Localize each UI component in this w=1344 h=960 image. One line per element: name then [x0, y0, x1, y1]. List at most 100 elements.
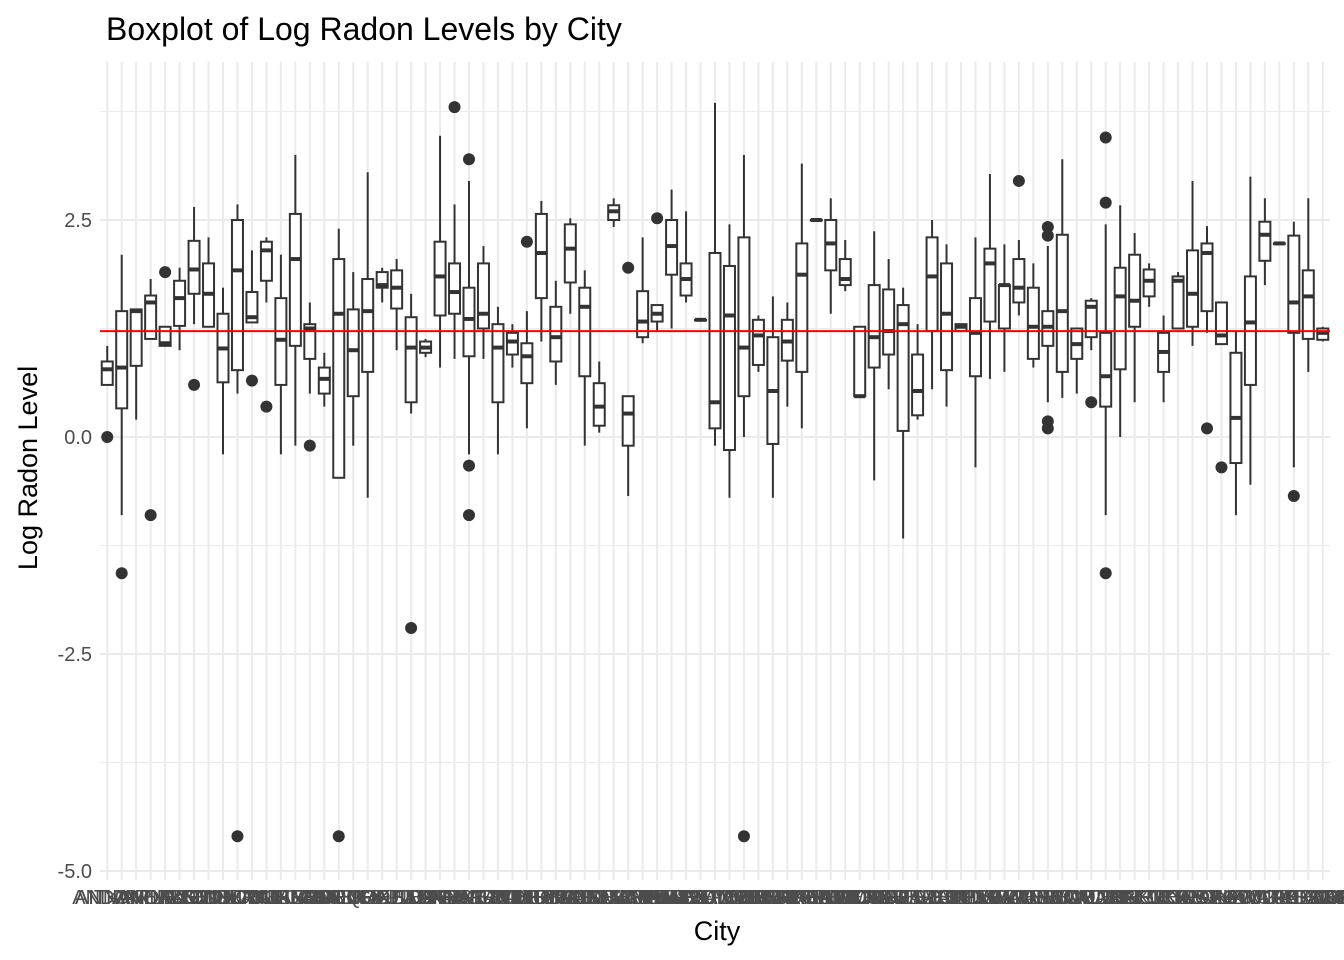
box-iqr	[1128, 253, 1142, 328]
box-iqr	[404, 316, 418, 404]
x-tick-label: HOWARDLAKE	[1209, 887, 1344, 909]
x-tick-label: ARLINGTON	[121, 887, 237, 909]
box-PARKRAPIDS	[809, 218, 823, 222]
x-tick-label: LAKECITY	[1274, 887, 1344, 909]
box-HASTINGS	[534, 200, 548, 342]
x-tick-label: STILLWATER	[929, 887, 1051, 909]
box-HUTCHINSON	[578, 270, 592, 446]
box-iqr	[448, 262, 462, 315]
x-tick-label: WOODBURY	[1046, 887, 1166, 909]
x-tick-label: CROOKSTON	[318, 887, 447, 909]
box-STILLWATER	[983, 173, 997, 379]
outlier-point	[651, 212, 664, 225]
outlier-point	[463, 509, 475, 522]
box-COONRAPIDS	[361, 172, 375, 498]
box-MORRIS	[751, 315, 765, 372]
x-tick-label: WORTHINGTON	[1044, 887, 1197, 909]
x-tick-label: WHITEBEARLAKE	[977, 887, 1147, 909]
x-tick-label: OWATONNA	[744, 887, 860, 909]
outlier-point	[1099, 196, 1112, 209]
box-iqr	[940, 262, 954, 372]
outlier-point	[737, 830, 750, 843]
box-DULUTH	[404, 293, 418, 634]
box-iqr	[144, 294, 158, 340]
chart-title: Boxplot of Log Radon Levels by City	[106, 11, 622, 47]
outlier-point	[231, 830, 244, 843]
x-tick-label: CLOQUET	[305, 887, 402, 909]
x-tick-label: BENSON	[181, 887, 265, 909]
x-tick-label: BAXTER	[1109, 887, 1189, 909]
box-WINONA	[1084, 298, 1098, 409]
box-iqr	[708, 251, 722, 430]
outlier-point	[405, 621, 418, 634]
box-iqr	[520, 342, 534, 385]
box-iqr	[1258, 220, 1272, 262]
box-WHITEBEARLAKE	[1055, 159, 1069, 398]
box-iqr	[925, 236, 939, 333]
box-iqr	[636, 290, 650, 339]
box-iqr	[838, 258, 852, 287]
box-FAIRMONT	[462, 153, 476, 522]
outlier-point	[1085, 396, 1098, 409]
outlier-point	[1215, 461, 1228, 474]
outlier-point	[115, 567, 128, 580]
x-tick-label: CHISAGO	[1161, 887, 1253, 909]
x-tick-label: BRAINERD	[229, 887, 332, 909]
outlier-point	[1012, 174, 1025, 187]
box-HOWARDLAKE	[1272, 241, 1286, 246]
box-iqr	[1214, 301, 1228, 346]
box-MAPLEGROVE	[665, 189, 679, 329]
box-FERGUSFALLS	[491, 306, 505, 455]
box-STCLOUD	[954, 323, 968, 333]
box-SHAKOPEE	[940, 244, 954, 407]
outlier-point	[463, 459, 475, 472]
box-BLAINE	[245, 250, 259, 387]
x-tick-label: CAMBRIDGE	[264, 887, 385, 909]
x-tick-label: HIBBING	[515, 887, 597, 909]
box-FRIDLEY	[505, 324, 519, 368]
box-ROCHESTER	[896, 287, 910, 539]
box-ROSEVILLE	[911, 324, 925, 420]
x-tick-label: WINONA	[1050, 887, 1133, 909]
x-tick-label: MORRIS	[718, 887, 798, 909]
box-iqr	[549, 305, 563, 363]
x-tick-label: MINNETONKA	[649, 887, 783, 909]
outlier-point	[448, 101, 461, 114]
box-iqr	[158, 325, 172, 347]
x-tick-label: DELANO	[1195, 887, 1277, 909]
box-EAGAN	[419, 338, 433, 358]
x-tick-label: NEWULM	[728, 887, 817, 909]
box-ANOKA	[144, 279, 158, 522]
outlier-point	[159, 266, 172, 279]
box-PLYMOUTH	[824, 198, 838, 314]
x-tick-label: ANNANDALE	[75, 887, 197, 909]
box-iqr	[303, 323, 317, 360]
box-BAXTER	[1142, 263, 1156, 307]
box-HAMLAKE	[1258, 198, 1272, 286]
x-tick-label: DULUTH	[371, 887, 452, 909]
box-iqr	[173, 279, 187, 327]
x-tick-label: HUTCHINSON	[518, 887, 651, 909]
x-tick-label: MONTEVIDEO	[662, 887, 796, 909]
box-BUFFALO	[288, 154, 302, 446]
x-tick-label: PARKRAPIDS	[753, 887, 880, 909]
box-COKATO	[1214, 301, 1228, 474]
box-iqr	[433, 240, 447, 317]
box-iqr	[245, 291, 259, 324]
box-iqr	[476, 262, 490, 330]
box-iqr	[1301, 269, 1315, 340]
box-iqr	[1026, 286, 1040, 360]
box-DELANO	[1229, 331, 1243, 516]
x-tick-label: ELKRIVER	[405, 887, 504, 909]
x-tick-label: FRIDLEY	[470, 887, 554, 909]
box-WOODBURY	[1099, 131, 1113, 580]
x-tick-label: BECKER	[1122, 887, 1204, 909]
box-iqr	[1229, 351, 1243, 465]
x-tick-label: PLYMOUTH	[776, 887, 886, 909]
outlier-point	[1201, 422, 1213, 435]
box-BECKER	[1157, 315, 1171, 403]
box-layer	[100, 101, 1330, 843]
box-iqr	[737, 236, 751, 398]
box-ANDOVER	[115, 254, 129, 580]
